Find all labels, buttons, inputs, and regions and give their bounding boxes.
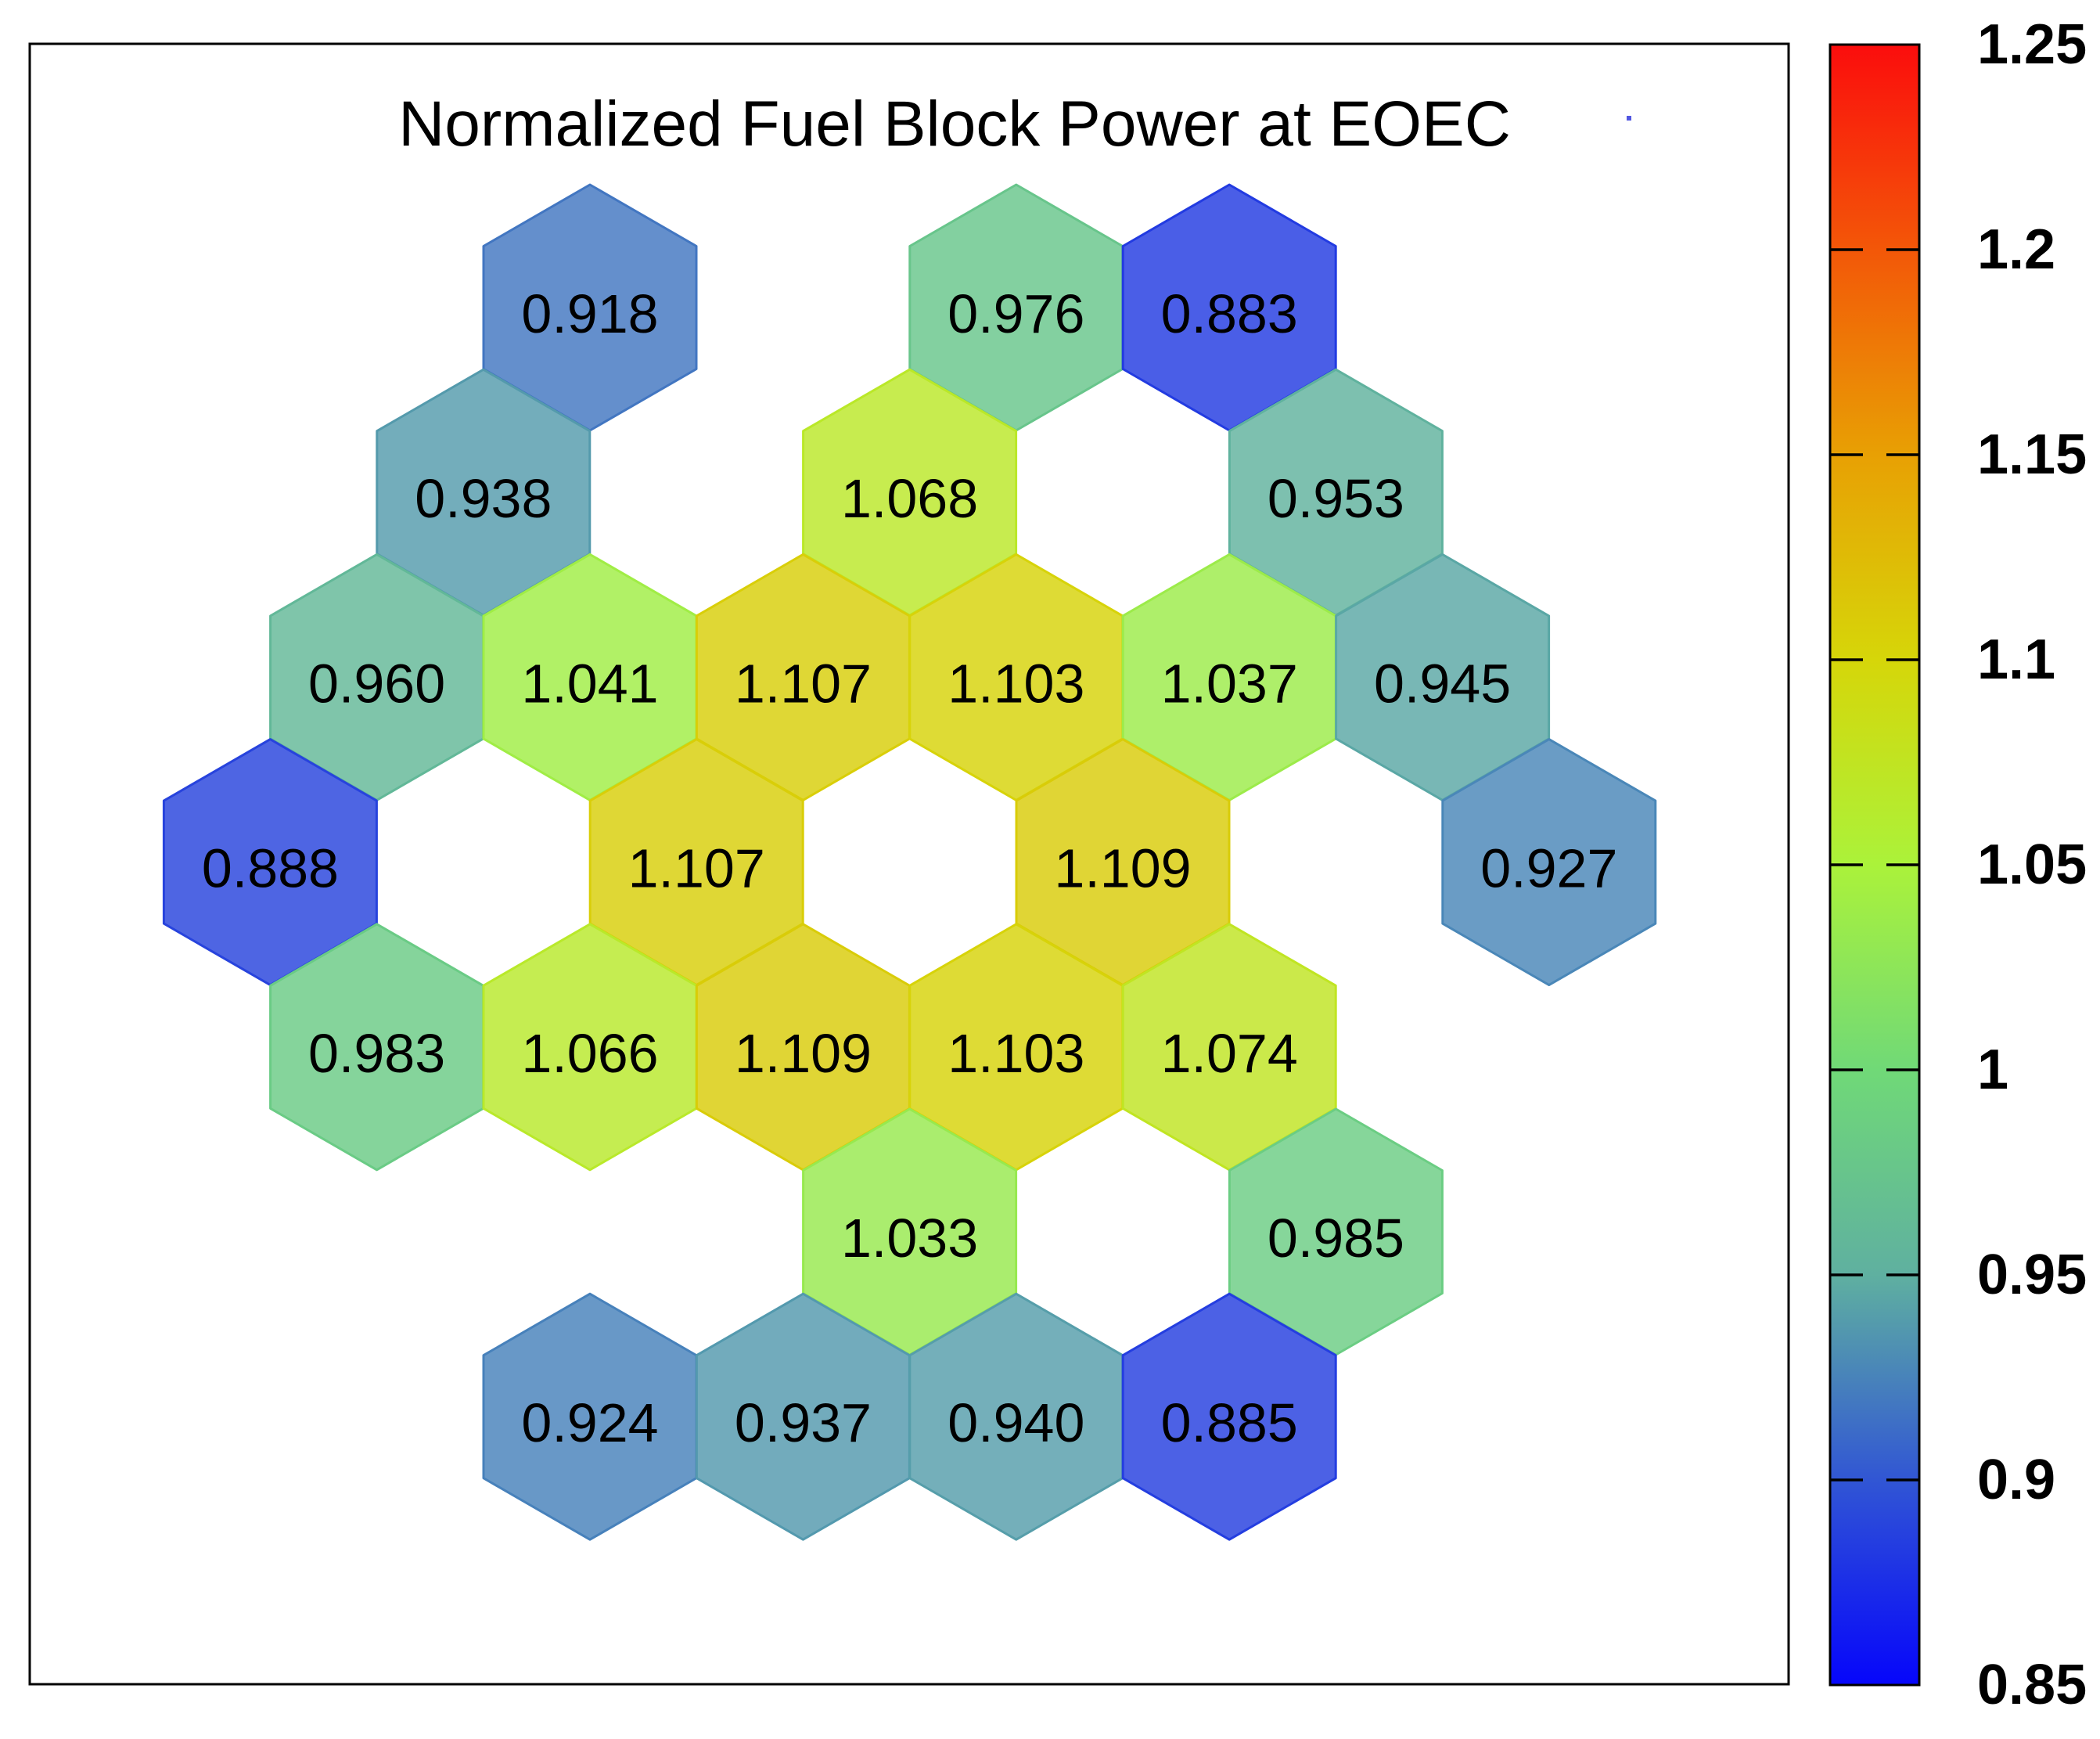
- hex-cell: 0.918: [482, 183, 698, 432]
- colorbar-ticks: [1831, 248, 1918, 1482]
- hex-cell: 1.066: [482, 923, 698, 1172]
- hex-cell-value: 1.041: [521, 653, 658, 714]
- hex-cell: 0.976: [908, 183, 1124, 432]
- hex-cell-value: 1.107: [628, 838, 765, 899]
- colorbar-tick-label: 0.95: [1977, 1244, 2087, 1306]
- hex-cell-value: 1.066: [521, 1023, 658, 1084]
- hex-cell-value: 1.109: [1054, 838, 1191, 899]
- hex-cell-value: 0.945: [1374, 653, 1511, 714]
- colorbar-tick-label: 1.05: [1977, 833, 2087, 896]
- colorbar: 1.25 1.2 1.15 1.1 1.05 1 0.95 0.9 0.85: [1829, 13, 2087, 1716]
- hex-cell: 0.885: [1121, 1292, 1337, 1541]
- hex-cell-value: 0.953: [1268, 468, 1404, 529]
- hex-cell: 1.103: [908, 553, 1124, 801]
- hex-cell: 1.109: [695, 923, 911, 1172]
- hex-cell: 0.960: [269, 553, 485, 801]
- hex-cell: 0.953: [1228, 368, 1444, 617]
- hex-cell-value: 0.937: [735, 1392, 872, 1453]
- hex-cell: 1.074: [1121, 923, 1337, 1172]
- hex-cell: 1.033: [802, 1107, 1018, 1356]
- artifact-dot: [1627, 116, 1631, 121]
- colorbar-tick-label: 1.2: [1977, 218, 2055, 281]
- hex-cell: 0.927: [1441, 738, 1657, 987]
- hex-cell-value: 1.033: [841, 1208, 978, 1269]
- colorbar-tick-label: 1.1: [1977, 628, 2055, 691]
- hex-cell: 1.037: [1121, 553, 1337, 801]
- hex-cell-value: 0.976: [948, 283, 1084, 344]
- hex-cell: 0.883: [1121, 183, 1337, 432]
- hex-cell: 0.985: [1228, 1107, 1444, 1356]
- hex-cell-value: 1.103: [948, 653, 1084, 714]
- hex-cell-value: 1.074: [1161, 1023, 1298, 1084]
- hex-cell-value: 1.103: [948, 1023, 1084, 1084]
- hex-cell-shape: [1121, 1292, 1337, 1541]
- hex-cell: 1.068: [802, 368, 1018, 617]
- hex-cell-value: 0.940: [948, 1392, 1084, 1453]
- hex-cell: 0.924: [482, 1292, 698, 1541]
- colorbar-tick-label: 0.9: [1977, 1449, 2055, 1511]
- hex-cell: 0.945: [1335, 553, 1551, 801]
- hex-grid: 0.918 0.976 0.883 0.938 1.068 0.953 0.960 1.041…: [162, 183, 1657, 1541]
- hex-cell-value: 0.918: [521, 283, 658, 344]
- hex-cell: 1.107: [695, 553, 911, 801]
- hex-cell-value: 0.985: [1268, 1208, 1404, 1269]
- colorbar-tick-label: 1.25: [1977, 13, 2087, 76]
- colorbar-tick-label: 1: [1977, 1039, 2008, 1101]
- hex-cell: 1.109: [1015, 738, 1231, 987]
- chart-title: Normalized Fuel Block Power at EOEC: [398, 88, 1511, 160]
- hex-cell-value: 1.107: [735, 653, 872, 714]
- hex-cell-value: 0.888: [202, 838, 339, 899]
- hex-cell-value: 0.960: [308, 653, 445, 714]
- hex-cell: 1.041: [482, 553, 698, 801]
- hex-cell-value: 0.924: [521, 1392, 658, 1453]
- hex-cell-value: 0.927: [1480, 838, 1617, 899]
- hex-cell: 1.103: [908, 923, 1124, 1172]
- hex-cell: 0.983: [269, 923, 485, 1172]
- hex-cell-shape: [1441, 738, 1657, 987]
- hex-cell: 1.107: [588, 738, 804, 987]
- hex-cell-value: 0.885: [1161, 1392, 1298, 1453]
- hex-cell-value: 1.068: [841, 468, 978, 529]
- colorbar-tick-labels: 1.25 1.2 1.15 1.1 1.05 1 0.95 0.9 0.85: [1977, 13, 2087, 1716]
- hex-cell-value: 0.883: [1161, 283, 1298, 344]
- hex-cell-value: 1.037: [1161, 653, 1298, 714]
- hex-cell-value: 0.983: [308, 1023, 445, 1084]
- hex-cell-value: 1.109: [735, 1023, 872, 1084]
- colorbar-tick-label: 1.15: [1977, 423, 2087, 486]
- colorbar-tick-label: 0.85: [1977, 1654, 2087, 1716]
- hex-cell-value: 0.938: [415, 468, 552, 529]
- hex-cell: 0.938: [376, 368, 592, 617]
